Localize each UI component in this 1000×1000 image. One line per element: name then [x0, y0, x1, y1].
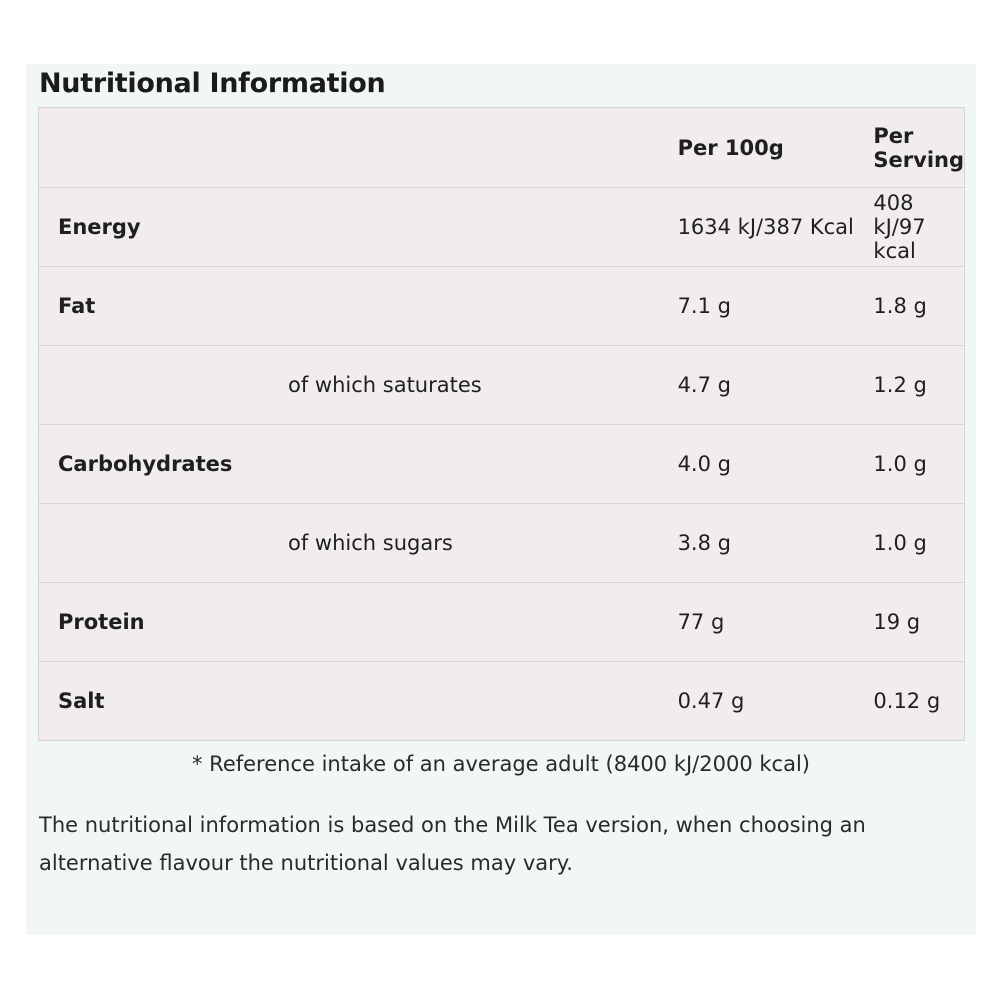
table-row-protein: Protein 77 g 19 g: [37, 582, 966, 662]
row-per-100g: 7.1 g: [677, 266, 874, 346]
table-row-carbohydrates: Carbohydrates 4.0 g 1.0 g: [37, 424, 966, 504]
header-per-serving: Per Serving: [873, 107, 966, 188]
section-title: Nutritional Information: [39, 68, 386, 99]
row-label: Protein: [37, 582, 678, 662]
row-per-serving: 408 kJ/97 kcal: [873, 187, 966, 267]
row-per-100g: 3.8 g: [677, 503, 874, 583]
row-per-serving: 1.2 g: [873, 345, 966, 425]
row-per-serving: 1.8 g: [873, 266, 966, 346]
table-row-energy: Energy 1634 kJ/387 Kcal 408 kJ/97 kcal: [37, 187, 966, 267]
row-per-serving: 1.0 g: [873, 503, 966, 583]
header-nutrient: [37, 107, 678, 188]
row-per-100g: 4.0 g: [677, 424, 874, 504]
table-row-sugars: of which sugars 3.8 g 1.0 g: [37, 503, 966, 583]
flavour-disclaimer: The nutritional information is based on …: [39, 813, 866, 875]
nutrition-table: Per 100g Per Serving Energy 1634 kJ/387 …: [37, 107, 966, 741]
row-per-serving: 0.12 g: [873, 661, 966, 741]
row-per-serving: 1.0 g: [873, 424, 966, 504]
table-row-saturates: of which saturates 4.7 g 1.2 g: [37, 345, 966, 425]
row-sub-label: of which saturates: [37, 345, 678, 425]
row-per-100g: 77 g: [677, 582, 874, 662]
row-label: Fat: [37, 266, 678, 346]
row-per-100g: 0.47 g: [677, 661, 874, 741]
nutrition-panel: Nutritional Information Per 100g Per Ser…: [26, 64, 976, 935]
row-per-serving: 19 g: [873, 582, 966, 662]
reference-intake-footnote: * Reference intake of an average adult (…: [192, 752, 810, 776]
row-sub-label: of which sugars: [37, 503, 678, 583]
row-label: Salt: [37, 661, 678, 741]
table-row-salt: Salt 0.47 g 0.12 g: [37, 661, 966, 741]
table-row-fat: Fat 7.1 g 1.8 g: [37, 266, 966, 346]
row-label: Energy: [37, 187, 678, 267]
row-per-100g: 1634 kJ/387 Kcal: [677, 187, 874, 267]
header-per-100g: Per 100g: [677, 107, 874, 188]
table-header-row: Per 100g Per Serving: [37, 107, 966, 188]
row-per-100g: 4.7 g: [677, 345, 874, 425]
row-label: Carbohydrates: [37, 424, 678, 504]
